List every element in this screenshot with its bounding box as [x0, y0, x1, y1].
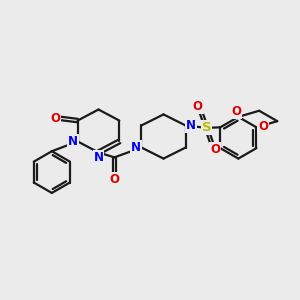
Text: O: O — [193, 100, 203, 113]
Text: S: S — [202, 122, 211, 134]
Text: N: N — [186, 119, 196, 132]
Text: N: N — [68, 135, 78, 148]
Text: O: O — [110, 173, 119, 186]
Text: O: O — [50, 112, 61, 124]
Text: N: N — [94, 152, 103, 164]
Text: O: O — [231, 105, 241, 118]
Text: N: N — [131, 141, 141, 154]
Text: O: O — [258, 120, 268, 133]
Text: O: O — [210, 143, 220, 156]
